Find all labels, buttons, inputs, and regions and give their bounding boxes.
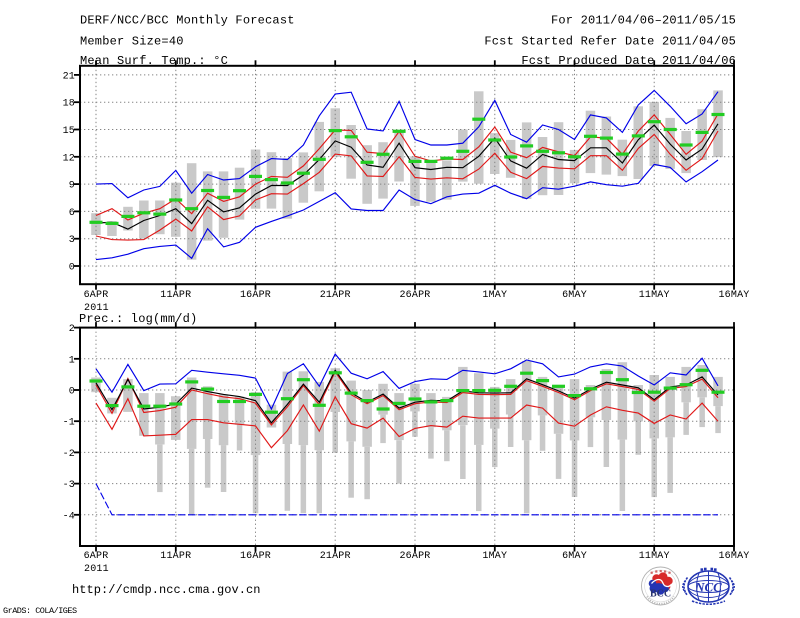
- svg-text:18: 18: [63, 99, 75, 110]
- svg-text:21: 21: [63, 71, 75, 82]
- svg-text:2: 2: [69, 324, 75, 335]
- svg-text:21APR: 21APR: [320, 551, 351, 562]
- svg-text:-2: -2: [63, 449, 75, 460]
- svg-text:0: 0: [69, 387, 75, 398]
- svg-text:http://cmdp.ncc.cma.gov.cn: http://cmdp.ncc.cma.gov.cn: [72, 583, 261, 597]
- svg-text:26APR: 26APR: [399, 290, 430, 301]
- svg-text:Mean Surf. Temp.: °C: Mean Surf. Temp.: °C: [80, 54, 228, 68]
- svg-text:6MAY: 6MAY: [562, 290, 587, 301]
- svg-text:11MAY: 11MAY: [639, 290, 670, 301]
- svg-text:-1: -1: [63, 418, 75, 429]
- svg-text:BCC: BCC: [650, 589, 671, 600]
- svg-text:12: 12: [63, 153, 75, 164]
- svg-text:GrADS: COLA/IGES: GrADS: COLA/IGES: [3, 606, 77, 616]
- svg-text:Fcst Started Refer Date 2011/0: Fcst Started Refer Date 2011/04/05: [484, 35, 736, 49]
- svg-text:1MAY: 1MAY: [482, 551, 507, 562]
- svg-text:2011: 2011: [84, 303, 109, 314]
- svg-text:26APR: 26APR: [399, 551, 430, 562]
- svg-text:-4: -4: [63, 511, 75, 522]
- svg-text:6APR: 6APR: [84, 290, 109, 301]
- svg-text:0: 0: [69, 263, 75, 274]
- svg-text:15: 15: [63, 126, 75, 137]
- svg-text:Member Size=40: Member Size=40: [80, 35, 184, 49]
- svg-text:1: 1: [69, 355, 75, 366]
- svg-text:2011: 2011: [84, 564, 109, 575]
- svg-text:6APR: 6APR: [84, 551, 109, 562]
- svg-text:DERF/NCC/BCC Monthly Forecast: DERF/NCC/BCC Monthly Forecast: [80, 14, 295, 28]
- svg-text:1MAY: 1MAY: [482, 290, 507, 301]
- svg-text:6MAY: 6MAY: [562, 551, 587, 562]
- svg-text:16APR: 16APR: [240, 551, 271, 562]
- svg-text:For 2011/04/06–2011/05/15: For 2011/04/06–2011/05/15: [551, 14, 736, 28]
- svg-text:9: 9: [69, 181, 75, 192]
- svg-text:3: 3: [69, 235, 75, 246]
- svg-text:6: 6: [69, 208, 75, 219]
- svg-text:Fcst Produced Date 2011/04/06: Fcst Produced Date 2011/04/06: [521, 54, 736, 68]
- svg-text:Prec.: log(mm/d): Prec.: log(mm/d): [79, 312, 197, 326]
- svg-text:NCC: NCC: [694, 580, 722, 595]
- svg-text:16MAY: 16MAY: [718, 290, 749, 301]
- svg-text:16APR: 16APR: [240, 290, 271, 301]
- svg-text:11APR: 11APR: [160, 290, 191, 301]
- svg-text:-3: -3: [63, 480, 75, 491]
- svg-text:11APR: 11APR: [160, 551, 191, 562]
- svg-text:11MAY: 11MAY: [639, 551, 670, 562]
- svg-text:16MAY: 16MAY: [718, 551, 749, 562]
- svg-text:21APR: 21APR: [320, 290, 351, 301]
